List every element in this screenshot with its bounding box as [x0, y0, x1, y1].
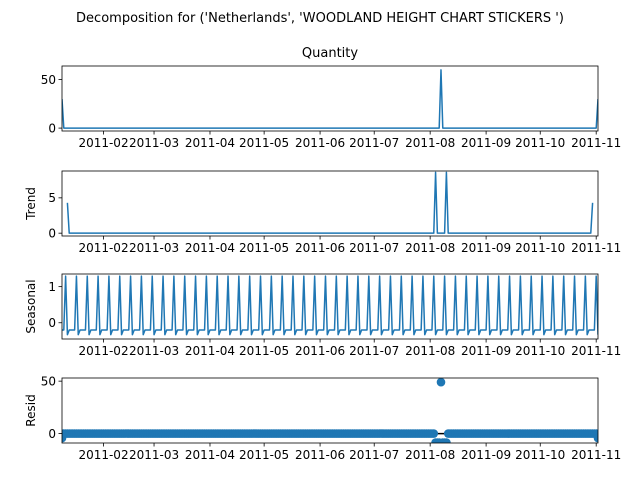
axes-frame	[61, 65, 599, 132]
x-tick-label: 2011-08	[405, 136, 455, 150]
y-tick-label: 0	[48, 316, 56, 330]
plot-area	[66, 171, 594, 234]
x-tick-label: 2011-02	[78, 241, 128, 255]
panel-seasonal: Seasonal 0 1 2011-02 2011-03 2011-04 2011-05 20…	[24, 273, 621, 358]
x-tick-label: 2011-09	[461, 344, 511, 358]
series-line	[62, 69, 598, 129]
series-line	[66, 171, 594, 234]
x-tick-label: 2011-09	[461, 136, 511, 150]
x-tick-label: 2011-09	[461, 448, 511, 462]
y-axis-label: Seasonal	[24, 279, 38, 333]
x-tick-label: 2011-03	[129, 344, 179, 358]
x-tick-label: 2011-04	[185, 241, 235, 255]
axes-frame	[61, 273, 599, 340]
x-tick-label: 2011-06	[295, 241, 345, 255]
resid-point	[436, 378, 446, 387]
x-tick-label: 2011-02	[78, 344, 128, 358]
x-tick-label: 2011-03	[129, 241, 179, 255]
axes-frame	[61, 377, 599, 444]
series-line	[62, 275, 598, 336]
plot-area	[62, 275, 598, 336]
x-tick-label: 2011-07	[349, 136, 399, 150]
y-tick-label: 0	[48, 427, 56, 441]
x-tick-label: 2011-07	[349, 448, 399, 462]
resid-point	[442, 438, 451, 443]
x-tick-label: 2011-07	[349, 241, 399, 255]
x-tick-label: 2011-06	[295, 448, 345, 462]
x-tick-label: 2011-05	[239, 344, 289, 358]
resid-point	[593, 433, 598, 443]
x-tick-label: 2011-10	[515, 448, 565, 462]
x-tick-label: 2011-04	[185, 136, 235, 150]
x-tick-label: 2011-10	[515, 136, 565, 150]
x-tick-label: 2011-11	[571, 241, 621, 255]
x-tick-label: 2011-02	[78, 136, 128, 150]
y-tick-label: 50	[41, 73, 56, 87]
y-tick-label: 0	[48, 226, 56, 240]
y-tick-label: 5	[48, 191, 56, 205]
x-tick-label: 2011-09	[461, 241, 511, 255]
panel-title: Quantity	[302, 46, 358, 61]
y-axis-label: Trend	[24, 187, 38, 221]
y-tick-label: 1	[48, 280, 56, 294]
panel-resid: Resid 0 50 2011-02 2011-03 2011-04 2011-05 2011…	[24, 374, 621, 462]
x-tick-label: 2011-06	[295, 344, 345, 358]
axes-frame	[61, 170, 599, 237]
x-tick-label: 2011-05	[239, 241, 289, 255]
x-tick-label: 2011-03	[129, 136, 179, 150]
x-tick-label: 2011-07	[349, 344, 399, 358]
x-tick-label: 2011-05	[239, 448, 289, 462]
x-tick-label: 2011-02	[78, 448, 128, 462]
y-axis-label: Resid	[24, 394, 38, 426]
x-tick-label: 2011-11	[571, 344, 621, 358]
x-tick-label: 2011-04	[185, 448, 235, 462]
x-tick-label: 2011-08	[405, 344, 455, 358]
x-tick-label: 2011-10	[515, 241, 565, 255]
plot-area	[62, 69, 598, 129]
x-tick-label: 2011-05	[239, 136, 289, 150]
x-tick-label: 2011-06	[295, 136, 345, 150]
x-tick-label: 2011-03	[129, 448, 179, 462]
figure-title: Decomposition for ('Netherlands', 'WOODL…	[76, 11, 564, 26]
plot-area	[62, 378, 598, 443]
x-tick-label: 2011-10	[515, 344, 565, 358]
panel-trend: Trend 0 5 2011-02 2011-03 2011-04 2011-05 2011-…	[24, 170, 621, 255]
x-tick-label: 2011-04	[185, 344, 235, 358]
resid-point	[429, 429, 439, 438]
panel-quantity: Quantity 0 50 2011-02 2011-03 2011-04 2011-05 2…	[41, 46, 622, 150]
x-tick-label: 2011-08	[405, 241, 455, 255]
x-tick-label: 2011-08	[405, 448, 455, 462]
y-tick-label: 50	[41, 374, 56, 388]
y-tick-label: 0	[48, 121, 56, 135]
x-tick-label: 2011-11	[571, 448, 621, 462]
x-tick-label: 2011-11	[571, 136, 621, 150]
